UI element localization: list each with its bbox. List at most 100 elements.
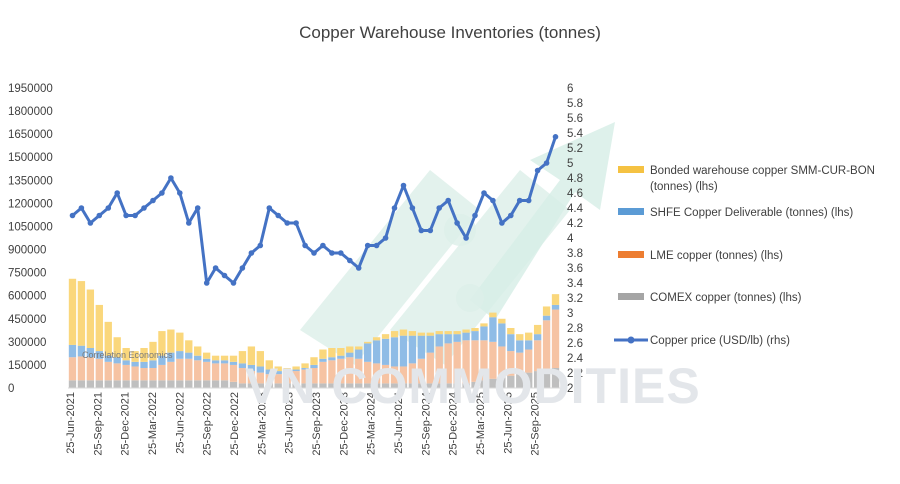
bar-s1-23 — [274, 374, 282, 384]
bar-s3-27 — [310, 357, 318, 365]
bar-s2-28 — [319, 358, 327, 362]
bar-s1-29 — [328, 360, 336, 384]
y-right-tick-15: 5 — [567, 158, 573, 170]
price-point-47 — [490, 197, 496, 204]
bar-s1-47 — [489, 341, 497, 379]
bar-s2-21 — [256, 366, 264, 373]
bar-s0-33 — [364, 383, 372, 388]
bar-s0-24 — [283, 383, 291, 388]
bar-s2-43 — [453, 334, 461, 342]
bar-s1-7 — [131, 366, 139, 381]
bar-s2-2 — [86, 348, 95, 358]
bar-s0-28 — [319, 383, 327, 388]
y-left-tick-10: 1500000 — [8, 152, 53, 164]
bar-s2-14 — [194, 355, 202, 361]
price-point-13 — [186, 220, 192, 226]
bar-s2-3 — [95, 351, 103, 359]
price-point-21 — [257, 242, 264, 249]
bar-s1-27 — [310, 368, 318, 384]
y-right-tick-13: 4.6 — [567, 188, 583, 200]
bar-s2-10 — [158, 355, 166, 365]
bar-s2-30 — [337, 355, 345, 359]
bar-s3-54 — [551, 294, 560, 305]
bar-s2-47 — [489, 317, 497, 342]
bar-s2-25 — [292, 369, 300, 372]
bar-s3-17 — [220, 355, 229, 361]
bar-s0-42 — [444, 383, 452, 388]
bar-s2-40 — [426, 335, 434, 353]
bar-s3-38 — [408, 331, 417, 336]
bar-s3-40 — [426, 332, 434, 336]
bar-s0-48 — [498, 377, 506, 388]
x-tick-0: 25-Jun-2021 — [65, 392, 77, 454]
bar-s1-41 — [435, 346, 443, 384]
price-point-19 — [239, 265, 246, 271]
bar-s2-49 — [507, 334, 515, 352]
axes-layer: 0 150000 300000 450000 600000 750000 900000 105… — [8, 83, 584, 456]
y-left-tick-7: 1050000 — [8, 222, 53, 234]
bar-s2-37 — [399, 335, 408, 367]
price-point-17 — [221, 272, 228, 279]
bar-s2-41 — [435, 334, 443, 347]
bar-s3-47 — [489, 312, 497, 318]
bar-s3-26 — [301, 363, 309, 368]
price-point-16 — [212, 265, 219, 271]
bar-s3-9 — [149, 341, 157, 361]
bar-s3-7 — [131, 351, 139, 362]
y-left-tick-9: 1350000 — [8, 175, 53, 187]
price-point-29 — [329, 250, 335, 256]
bar-s0-16 — [211, 380, 220, 388]
bar-s3-15 — [202, 352, 211, 359]
bar-s2-0 — [68, 344, 77, 358]
bar-s0-5 — [113, 380, 121, 388]
bar-s2-52 — [533, 334, 542, 341]
x-tick-10: 25-Dec-2023 — [338, 392, 350, 456]
bar-s3-29 — [328, 348, 336, 358]
bar-s3-19 — [238, 351, 247, 364]
price-point-6 — [123, 212, 129, 219]
bar-s3-44 — [462, 329, 470, 333]
bar-s1-33 — [364, 361, 372, 384]
bar-s0-38 — [408, 383, 417, 388]
bar-s3-24 — [283, 368, 291, 372]
price-point-3 — [96, 212, 103, 219]
x-tick-13: 25-Sep-2024 — [420, 392, 432, 456]
bar-s0-23 — [274, 383, 282, 388]
bar-s1-30 — [337, 358, 345, 384]
price-point-49 — [508, 212, 514, 219]
bar-s1-54 — [551, 309, 560, 368]
bar-s2-4 — [104, 355, 112, 362]
bar-s1-25 — [292, 371, 300, 384]
bar-s1-4 — [104, 361, 112, 381]
bar-s0-4 — [104, 380, 112, 388]
legend-swatch-3 — [618, 293, 644, 300]
bar-s2-1 — [77, 345, 86, 357]
bar-s1-45 — [471, 340, 479, 382]
y-left-tick-2: 300000 — [8, 337, 46, 349]
bar-s0-3 — [95, 380, 103, 388]
bar-s0-10 — [158, 380, 166, 388]
bar-s0-14 — [194, 380, 202, 388]
bar-s2-8 — [140, 361, 148, 368]
price-point-8 — [141, 205, 147, 211]
bar-s0-32 — [355, 383, 363, 388]
y-left-tick-0: 0 — [8, 383, 14, 395]
bar-s3-51 — [525, 332, 533, 341]
price-point-46 — [481, 190, 487, 196]
bar-s2-6 — [122, 360, 130, 365]
bar-s0-17 — [220, 380, 229, 388]
line-layer — [69, 134, 559, 286]
bar-s3-37 — [399, 329, 408, 336]
price-point-40 — [427, 227, 434, 234]
bar-s3-0 — [68, 278, 77, 345]
bar-s0-46 — [480, 380, 488, 388]
y-right-tick-0: 2 — [567, 383, 573, 395]
bar-s2-42 — [444, 334, 452, 344]
bar-s0-47 — [489, 378, 497, 388]
bar-s0-41 — [435, 383, 443, 388]
bar-s3-20 — [247, 346, 256, 365]
bar-s1-20 — [247, 371, 256, 384]
price-point-54 — [552, 134, 559, 140]
bar-s1-14 — [194, 360, 202, 381]
